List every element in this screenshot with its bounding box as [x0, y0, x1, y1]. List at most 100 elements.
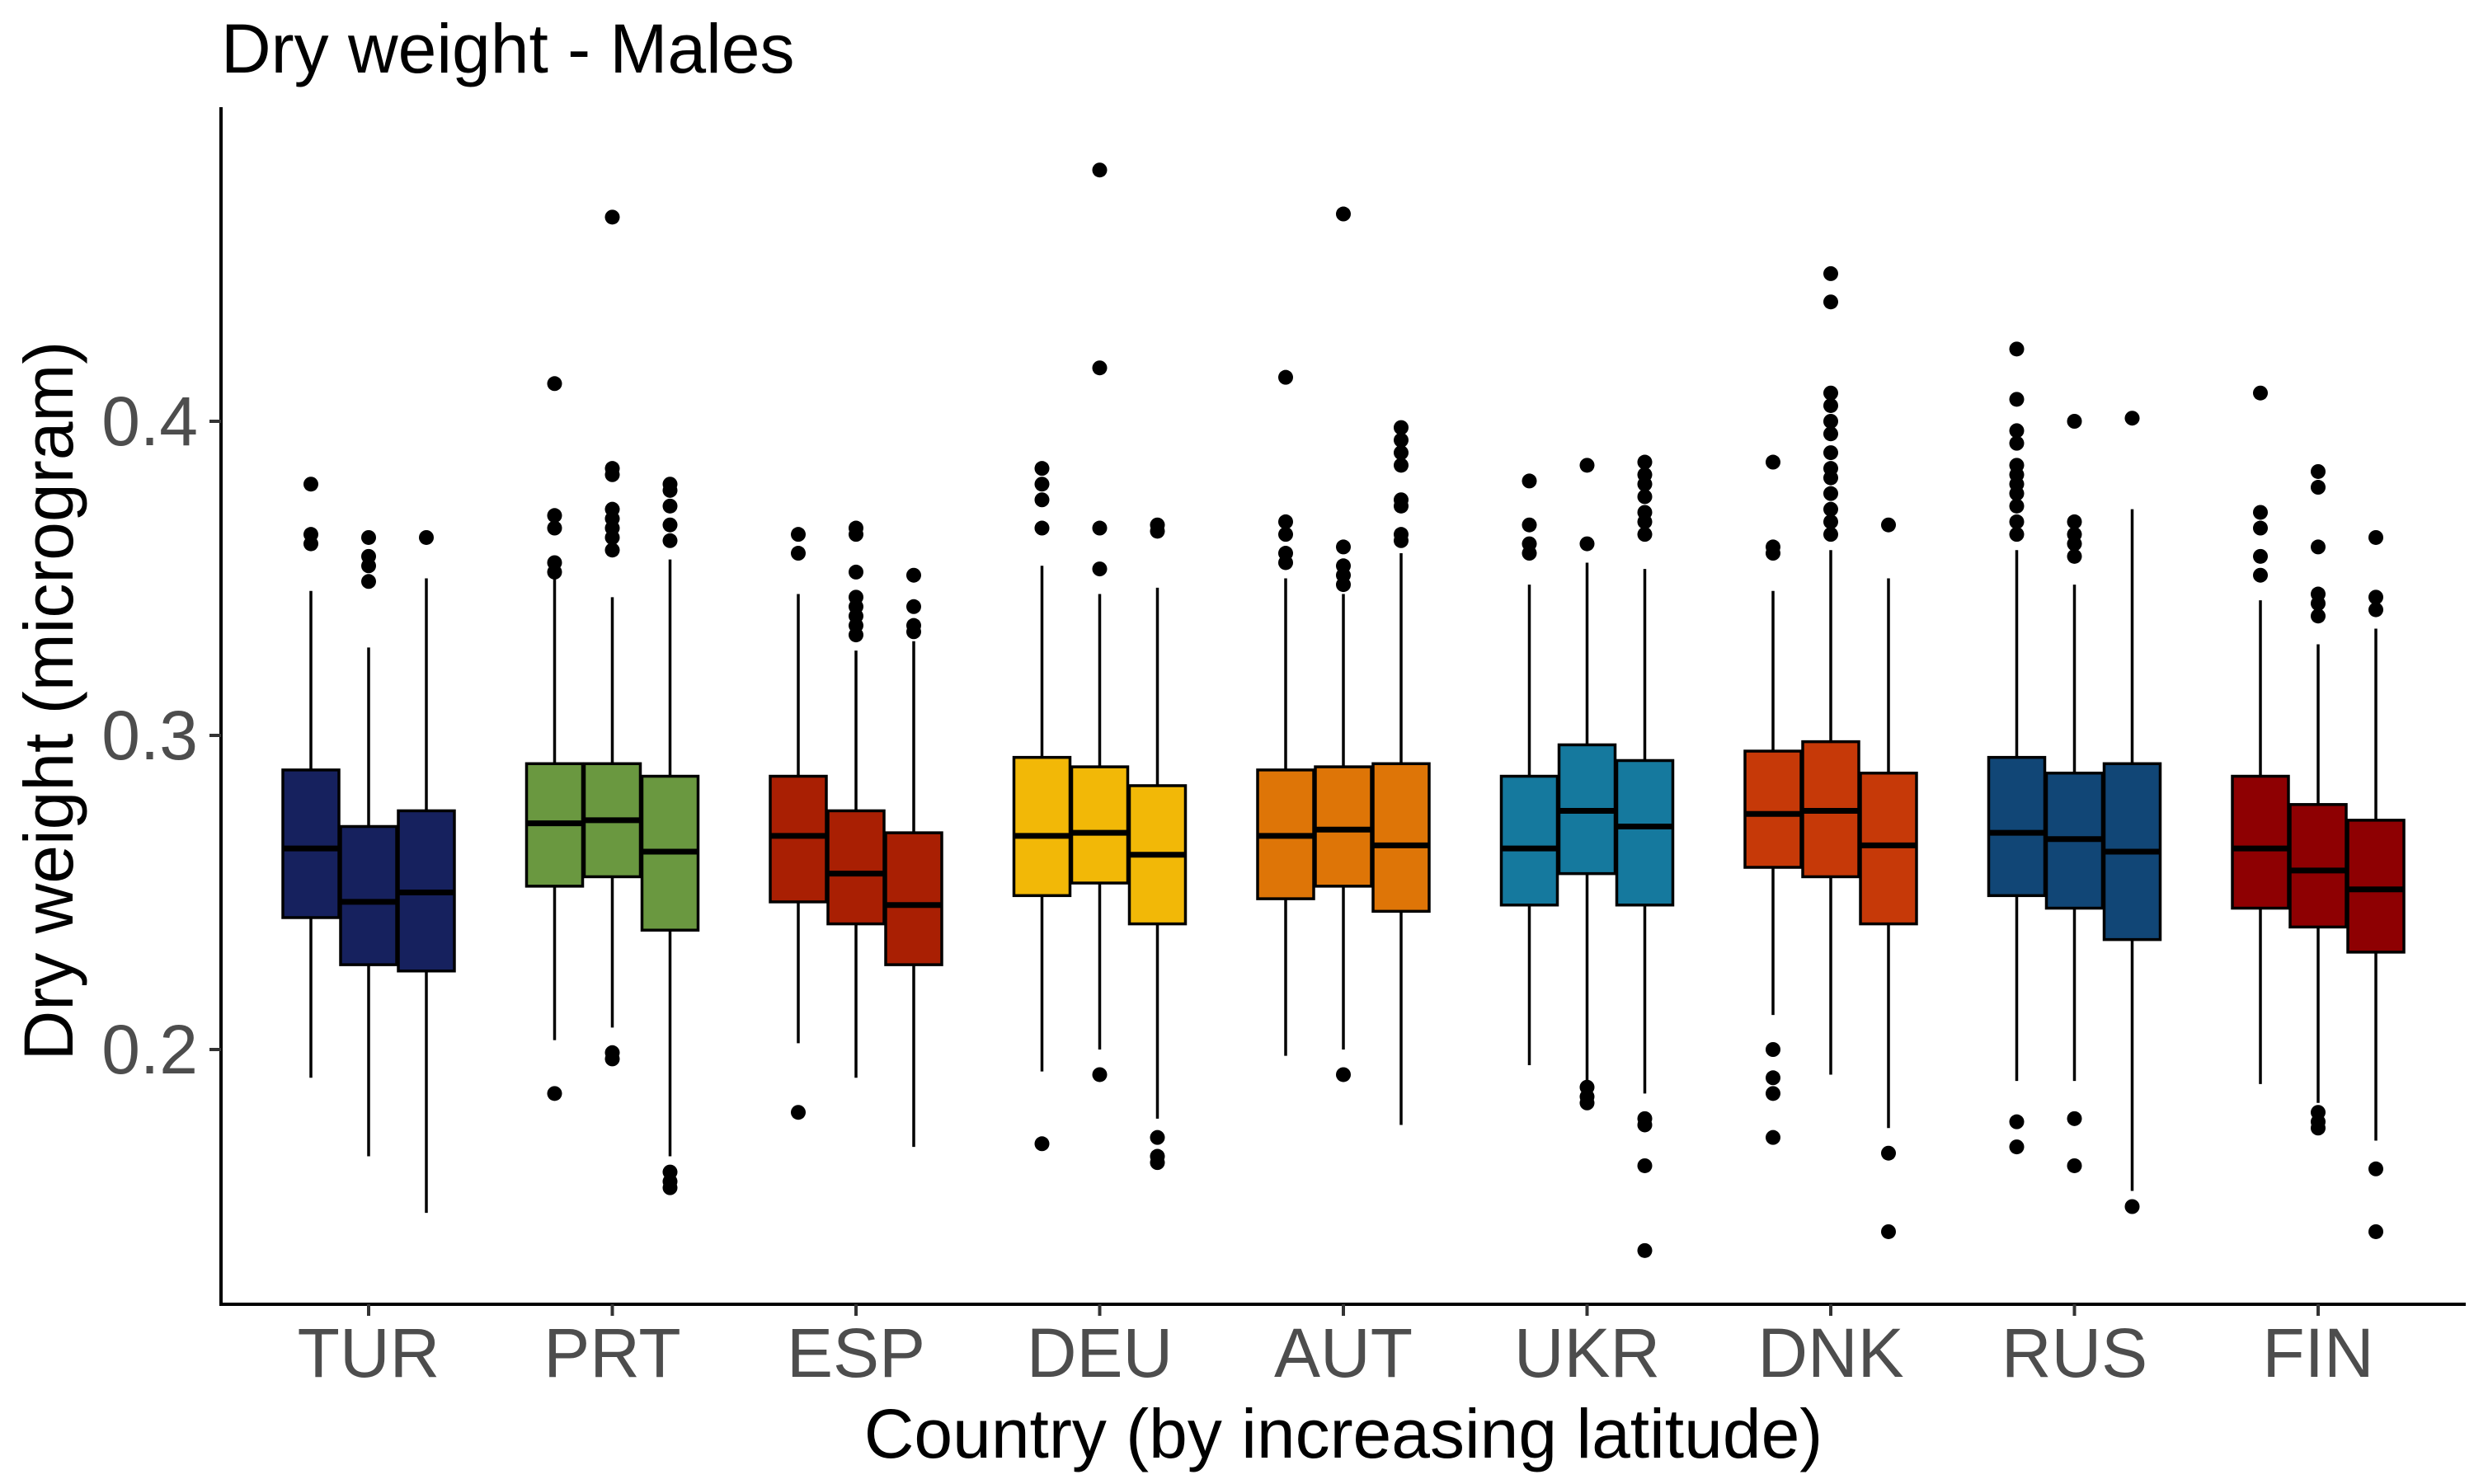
- outlier-point: [1637, 454, 1653, 470]
- outlier-point: [1394, 432, 1409, 448]
- outlier-point: [1150, 1129, 1165, 1145]
- outlier-point: [2067, 514, 2082, 529]
- outlier-point: [2311, 586, 2326, 602]
- iqr-box: [339, 824, 398, 966]
- iqr-box: [826, 809, 886, 926]
- outlier-point: [1637, 1242, 1653, 1258]
- outlier-point: [2253, 548, 2268, 564]
- outlier-point: [1394, 445, 1409, 461]
- box-group-rus: [1987, 341, 2162, 1214]
- outlier-point: [1766, 1070, 1780, 1086]
- outlier-point: [849, 520, 863, 536]
- outlier-point: [1766, 454, 1780, 470]
- outlier-point: [2368, 589, 2383, 605]
- outlier-point: [1637, 489, 1653, 505]
- x-tick-label: TUR: [298, 1314, 440, 1392]
- outlier-point: [1579, 458, 1595, 473]
- outlier-point: [604, 542, 620, 558]
- outlier-point: [2067, 1158, 2082, 1173]
- outlier-point: [2067, 1111, 2082, 1126]
- iqr-box: [2231, 774, 2290, 910]
- iqr-box: [884, 831, 943, 966]
- outlier-point: [1092, 1067, 1108, 1082]
- iqr-box: [2288, 803, 2348, 929]
- outlier-point: [1150, 1148, 1165, 1164]
- outlier-point: [1766, 1129, 1780, 1145]
- outlier-point: [1579, 536, 1595, 552]
- iqr-box: [1012, 755, 1072, 898]
- outlier-point: [1034, 1136, 1050, 1152]
- outlier-point: [1823, 527, 1838, 542]
- outlier-point: [2009, 498, 2025, 514]
- outlier-point: [1823, 501, 1838, 517]
- outlier-point: [662, 533, 678, 548]
- outlier-point: [2009, 527, 2025, 542]
- box-group-dnk: [1743, 265, 1918, 1239]
- outlier-point: [1766, 1042, 1780, 1057]
- outlier-point: [1092, 561, 1108, 577]
- outlier-point: [791, 546, 806, 561]
- outlier-point: [1823, 445, 1838, 461]
- outlier-point: [1092, 360, 1108, 376]
- outlier-point: [1881, 517, 1896, 533]
- outlier-point: [547, 555, 562, 571]
- outlier-point: [1336, 206, 1351, 222]
- axes: 0.2 0.3 0.4 TUR PRT ESP DEU AUT UKR DNK RUS FIN: [101, 107, 2466, 1392]
- iqr-box: [769, 774, 828, 904]
- x-tick-label: DEU: [1027, 1314, 1173, 1392]
- outlier-point: [1394, 527, 1409, 542]
- outlier-point: [361, 574, 376, 589]
- outlier-point: [361, 529, 376, 545]
- outlier-point: [1034, 492, 1050, 508]
- x-tick-label: AUT: [1274, 1314, 1413, 1392]
- iqr-box: [1615, 758, 1675, 907]
- y-tick-label: 0.3: [101, 697, 198, 774]
- iqr-box: [1743, 749, 1803, 869]
- outlier-point: [1823, 385, 1838, 401]
- outlier-point: [2009, 392, 2025, 407]
- outlier-point: [906, 599, 921, 614]
- box-group-tur: [281, 477, 456, 1214]
- outlier-point: [1394, 420, 1409, 435]
- box-group-aut: [1256, 206, 1431, 1125]
- outlier-point: [1637, 1111, 1653, 1126]
- outlier-point: [1579, 1079, 1595, 1095]
- outlier-point: [2067, 548, 2082, 564]
- outlier-point: [2311, 608, 2326, 624]
- outlier-point: [1766, 1086, 1780, 1101]
- outlier-point: [1823, 486, 1838, 501]
- box-group-ukr: [1499, 454, 1675, 1258]
- outlier-point: [2124, 411, 2140, 426]
- outlier-point: [1766, 539, 1780, 555]
- outlier-point: [1637, 505, 1653, 520]
- outlier-point: [791, 1105, 806, 1120]
- outlier-point: [1881, 1223, 1896, 1239]
- outlier-point: [1092, 520, 1108, 536]
- outlier-point: [361, 548, 376, 564]
- outlier-point: [419, 529, 434, 545]
- outlier-point: [604, 209, 620, 225]
- iqr-box: [1314, 765, 1373, 888]
- outlier-point: [2009, 435, 2025, 451]
- plot-area: [281, 162, 2406, 1258]
- box-group-prt: [524, 209, 700, 1195]
- outlier-point: [1394, 458, 1409, 473]
- iqr-box: [2346, 819, 2406, 954]
- outlier-point: [1823, 397, 1838, 413]
- outlier-point: [1522, 536, 1537, 552]
- iqr-box: [1859, 771, 1918, 926]
- outlier-point: [1394, 492, 1409, 508]
- outlier-point: [1034, 461, 1050, 477]
- outlier-point: [1034, 477, 1050, 492]
- outlier-point: [1278, 514, 1293, 529]
- outlier-point: [547, 508, 562, 524]
- x-tick-label: ESP: [787, 1314, 925, 1392]
- outlier-point: [849, 589, 863, 605]
- outlier-point: [1278, 369, 1293, 385]
- box-group-deu: [1012, 162, 1188, 1171]
- outlier-point: [303, 477, 318, 492]
- outlier-point: [1823, 414, 1838, 429]
- outlier-point: [1637, 467, 1653, 482]
- outlier-point: [1278, 527, 1293, 542]
- outlier-point: [2368, 1223, 2383, 1239]
